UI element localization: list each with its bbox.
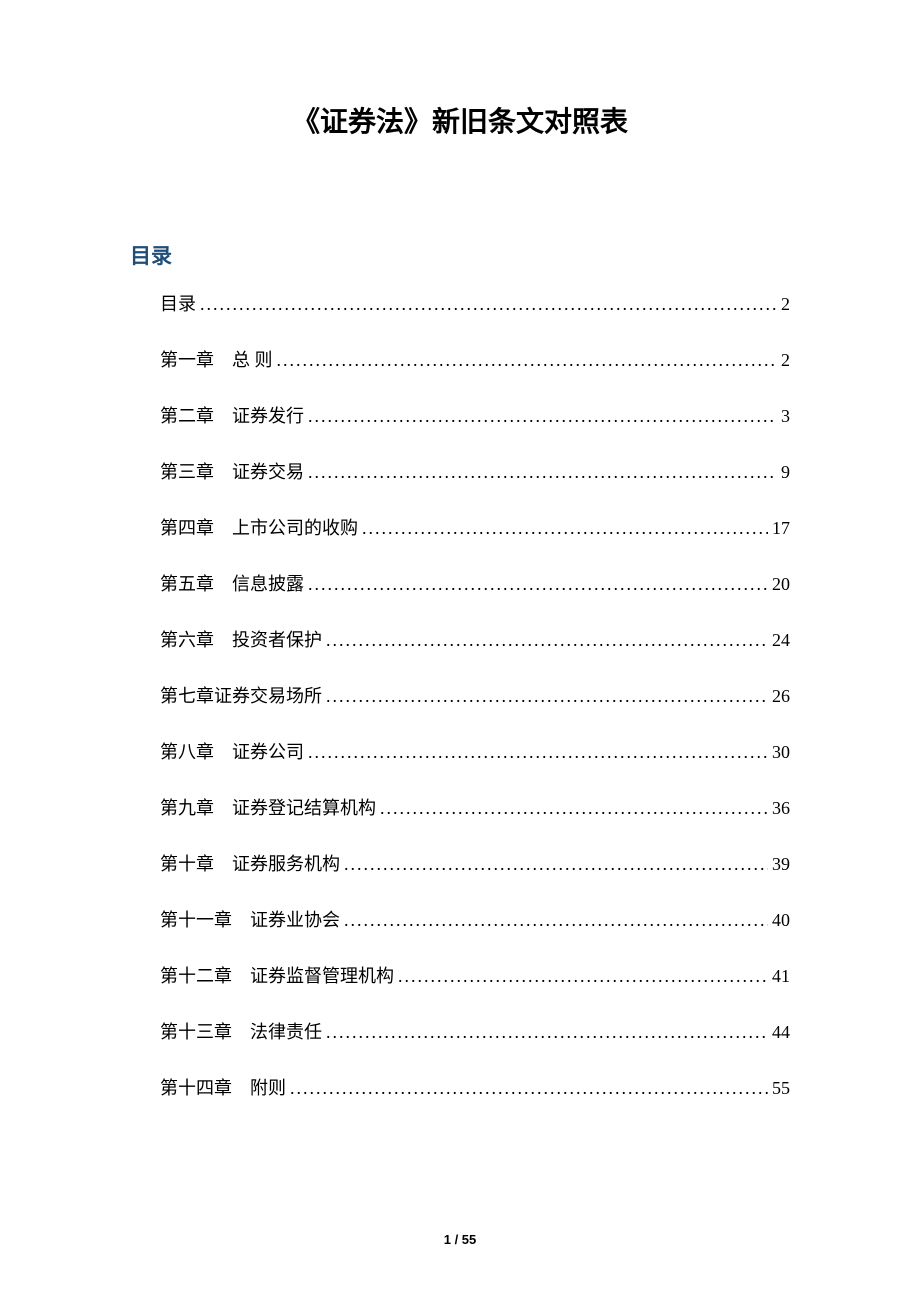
toc-entry: 第五章 信息披露 20 <box>160 570 790 596</box>
toc-page-number: 3 <box>781 406 790 427</box>
toc-dots <box>277 350 778 371</box>
toc-label: 第三章 证券交易 <box>160 458 304 484</box>
toc-label: 第五章 信息披露 <box>160 570 304 596</box>
toc-page-number: 30 <box>772 742 790 763</box>
toc-entry: 第一章 总 则 2 <box>160 346 790 372</box>
toc-label: 第四章 上市公司的收购 <box>160 514 358 540</box>
toc-dots <box>308 462 777 483</box>
toc-dots <box>326 1022 768 1043</box>
toc-entry: 第十章 证券服务机构 39 <box>160 850 790 876</box>
toc-label: 第一章 总 则 <box>160 346 273 372</box>
toc-label: 第十三章 法律责任 <box>160 1018 322 1044</box>
toc-entry: 第二章 证券发行 3 <box>160 402 790 428</box>
toc-page-number: 36 <box>772 798 790 819</box>
toc-heading: 目录 <box>130 240 790 270</box>
toc-dots <box>344 910 768 931</box>
toc-label: 第十章 证券服务机构 <box>160 850 340 876</box>
toc-label: 第二章 证券发行 <box>160 402 304 428</box>
toc-dots <box>326 630 768 651</box>
toc-page-number: 17 <box>772 518 790 539</box>
toc-page-number: 41 <box>772 966 790 987</box>
toc-label: 目录 <box>160 290 196 316</box>
toc-entry: 第四章 上市公司的收购 17 <box>160 514 790 540</box>
toc-entry: 第十四章 附则 55 <box>160 1074 790 1100</box>
toc-dots <box>326 686 768 707</box>
page-footer: 1 / 55 <box>0 1232 920 1247</box>
toc-page-number: 2 <box>781 294 790 315</box>
toc-page-number: 44 <box>772 1022 790 1043</box>
toc-label: 第十二章 证券监督管理机构 <box>160 962 394 988</box>
toc-entry: 第十二章 证券监督管理机构 41 <box>160 962 790 988</box>
toc-entry: 目录 2 <box>160 290 790 316</box>
toc-entry: 第六章 投资者保护 24 <box>160 626 790 652</box>
toc-dots <box>344 854 768 875</box>
toc-label: 第七章证券交易场所 <box>160 682 322 708</box>
toc-dots <box>200 294 777 315</box>
toc-page-number: 40 <box>772 910 790 931</box>
document-title: 《证券法》新旧条文对照表 <box>130 100 790 140</box>
toc-entry: 第三章 证券交易 9 <box>160 458 790 484</box>
toc-label: 第九章 证券登记结算机构 <box>160 794 376 820</box>
toc-page-number: 2 <box>781 350 790 371</box>
toc-entry: 第十一章 证券业协会 40 <box>160 906 790 932</box>
toc-page-number: 24 <box>772 630 790 651</box>
toc-dots <box>362 518 768 539</box>
toc-entry: 第十三章 法律责任 44 <box>160 1018 790 1044</box>
toc-dots <box>398 966 768 987</box>
toc-page-number: 55 <box>772 1078 790 1099</box>
toc-dots <box>308 406 777 427</box>
toc-label: 第八章 证券公司 <box>160 738 304 764</box>
toc-page-number: 26 <box>772 686 790 707</box>
toc-page-number: 9 <box>781 462 790 483</box>
toc-list: 目录 2 第一章 总 则 2 第二章 证券发行 3 第三章 证券交易 9 第四章… <box>130 290 790 1100</box>
toc-page-number: 39 <box>772 854 790 875</box>
toc-label: 第十四章 附则 <box>160 1074 286 1100</box>
toc-page-number: 20 <box>772 574 790 595</box>
toc-dots <box>308 742 768 763</box>
toc-dots <box>308 574 768 595</box>
toc-dots <box>380 798 768 819</box>
toc-label: 第六章 投资者保护 <box>160 626 322 652</box>
toc-entry: 第八章 证券公司 30 <box>160 738 790 764</box>
toc-entry: 第九章 证券登记结算机构 36 <box>160 794 790 820</box>
toc-label: 第十一章 证券业协会 <box>160 906 340 932</box>
toc-dots <box>290 1078 768 1099</box>
toc-entry: 第七章证券交易场所 26 <box>160 682 790 708</box>
